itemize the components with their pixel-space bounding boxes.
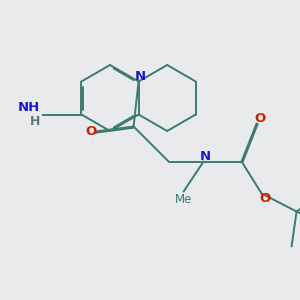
Text: Me: Me xyxy=(175,193,192,206)
Text: N: N xyxy=(135,70,146,83)
Text: NH: NH xyxy=(18,101,40,114)
Text: H: H xyxy=(30,115,40,128)
Text: N: N xyxy=(200,150,211,163)
Text: O: O xyxy=(85,125,96,138)
Text: O: O xyxy=(254,112,265,125)
Text: O: O xyxy=(259,192,270,205)
